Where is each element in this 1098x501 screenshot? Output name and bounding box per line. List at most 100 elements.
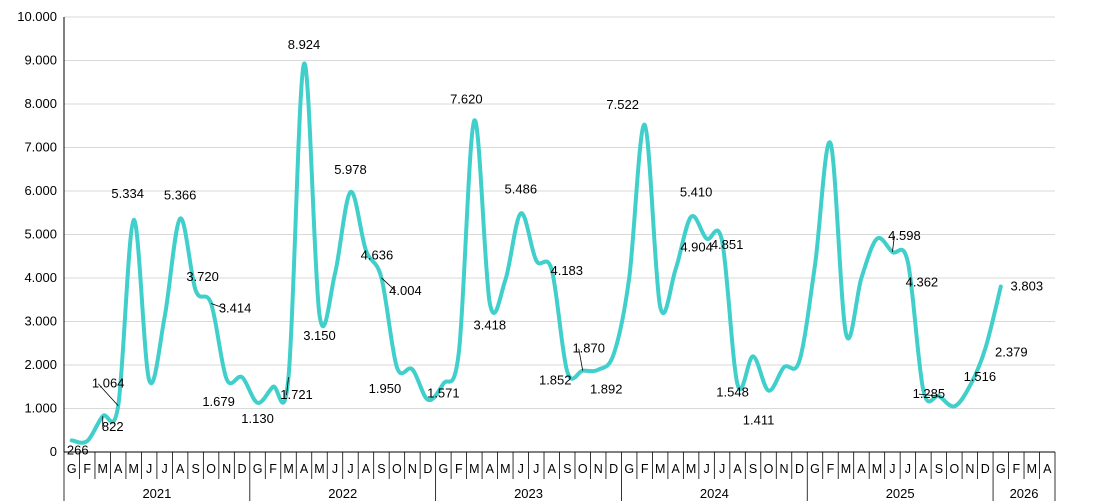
month-label: J [533,462,539,476]
data-label: 7.522 [606,97,639,112]
leader-lines [97,235,939,428]
data-label: 5.334 [111,186,144,201]
month-label: S [935,462,943,476]
data-label: 3.418 [474,317,507,332]
month-label: M [500,462,510,476]
month-label: A [114,462,123,476]
data-label: 3.720 [186,269,219,284]
month-label: M [841,462,851,476]
month-label: A [362,462,371,476]
month-label: N [222,462,231,476]
month-label: A [300,462,309,476]
year-label: 2025 [886,486,915,501]
month-label: A [486,462,495,476]
data-label: 3.803 [1011,279,1044,294]
month-label: A [176,462,185,476]
leader-line [210,303,226,309]
leader-line [381,277,396,292]
data-label: 4.904 [680,240,713,255]
data-label: 1.870 [572,341,605,356]
month-label: D [981,462,990,476]
month-label: F [269,462,277,476]
gridlines [64,16,1055,409]
month-label: S [563,462,571,476]
year-label: 2024 [700,486,729,501]
data-label: 1.130 [241,411,274,426]
data-label: 3.150 [303,328,336,343]
y-tick-label: 6.000 [24,183,57,198]
month-label: S [377,462,385,476]
month-label: M [872,462,882,476]
y-tick-label: 0 [50,444,57,459]
month-label: M [314,462,324,476]
y-tick-label: 10.000 [17,9,57,24]
month-label: G [810,462,820,476]
leader-line [97,383,119,406]
month-label: J [347,462,353,476]
month-label: J [889,462,895,476]
data-label: 1.285 [913,386,946,401]
data-label: 1.721 [280,387,313,402]
month-label: G [253,462,263,476]
data-label: 1.548 [716,385,749,400]
month-label: N [965,462,974,476]
data-label: 266 [67,442,89,457]
month-label: A [857,462,866,476]
data-label: 1.679 [202,394,235,409]
month-label: G [67,462,77,476]
data-label: 1.852 [539,372,572,387]
month-label: S [191,462,199,476]
series-line [69,61,1003,445]
month-label: D [795,462,804,476]
year-label: 2022 [328,486,357,501]
month-label: M [469,462,479,476]
month-label: F [1012,462,1020,476]
data-label: 4.004 [389,283,422,298]
data-label: 5.486 [505,181,538,196]
month-label: N [408,462,417,476]
month-label: A [548,462,557,476]
month-label: J [719,462,725,476]
month-label: D [423,462,432,476]
data-label: 1.516 [964,369,997,384]
year-label: 2021 [142,486,171,501]
month-label: M [686,462,696,476]
month-label: N [594,462,603,476]
data-label: 5.366 [164,188,197,203]
month-label: J [905,462,911,476]
data-label: 1.411 [743,413,775,428]
month-label: A [671,462,680,476]
month-label: A [1043,462,1052,476]
data-label: 4.183 [550,263,583,278]
month-label: A [733,462,742,476]
month-label: F [827,462,835,476]
leader-line [286,377,289,396]
month-label: J [162,462,168,476]
data-label: 2.379 [995,345,1028,360]
month-label: O [764,462,774,476]
data-label: 1.064 [92,376,125,391]
data-label: 7.620 [450,92,483,107]
data-label: 3.414 [219,300,252,315]
data-label: 4.851 [711,237,744,252]
month-label: D [609,462,618,476]
month-label: O [392,462,402,476]
leader-line [578,348,584,371]
data-labels: 266 822 1.064 5.334 5.366 3.720 3.414 1.679 1.13… [67,37,1043,458]
month-label: F [641,462,649,476]
month-label: G [624,462,634,476]
y-tick-label: 4.000 [24,270,57,285]
data-label: 1.892 [590,382,623,397]
month-label: J [146,462,152,476]
data-label: 4.598 [888,228,921,243]
y-tick-label: 7.000 [24,140,57,155]
year-labels: 2021 2022 2023 2024 2025 2026 [63,479,1056,501]
year-label: 2026 [1010,486,1039,501]
month-label: S [749,462,757,476]
data-label: 5.978 [334,162,367,177]
data-label: 822 [102,419,124,434]
month-label: G [439,462,449,476]
data-label: 4.636 [361,247,394,262]
leader-line [918,393,939,397]
